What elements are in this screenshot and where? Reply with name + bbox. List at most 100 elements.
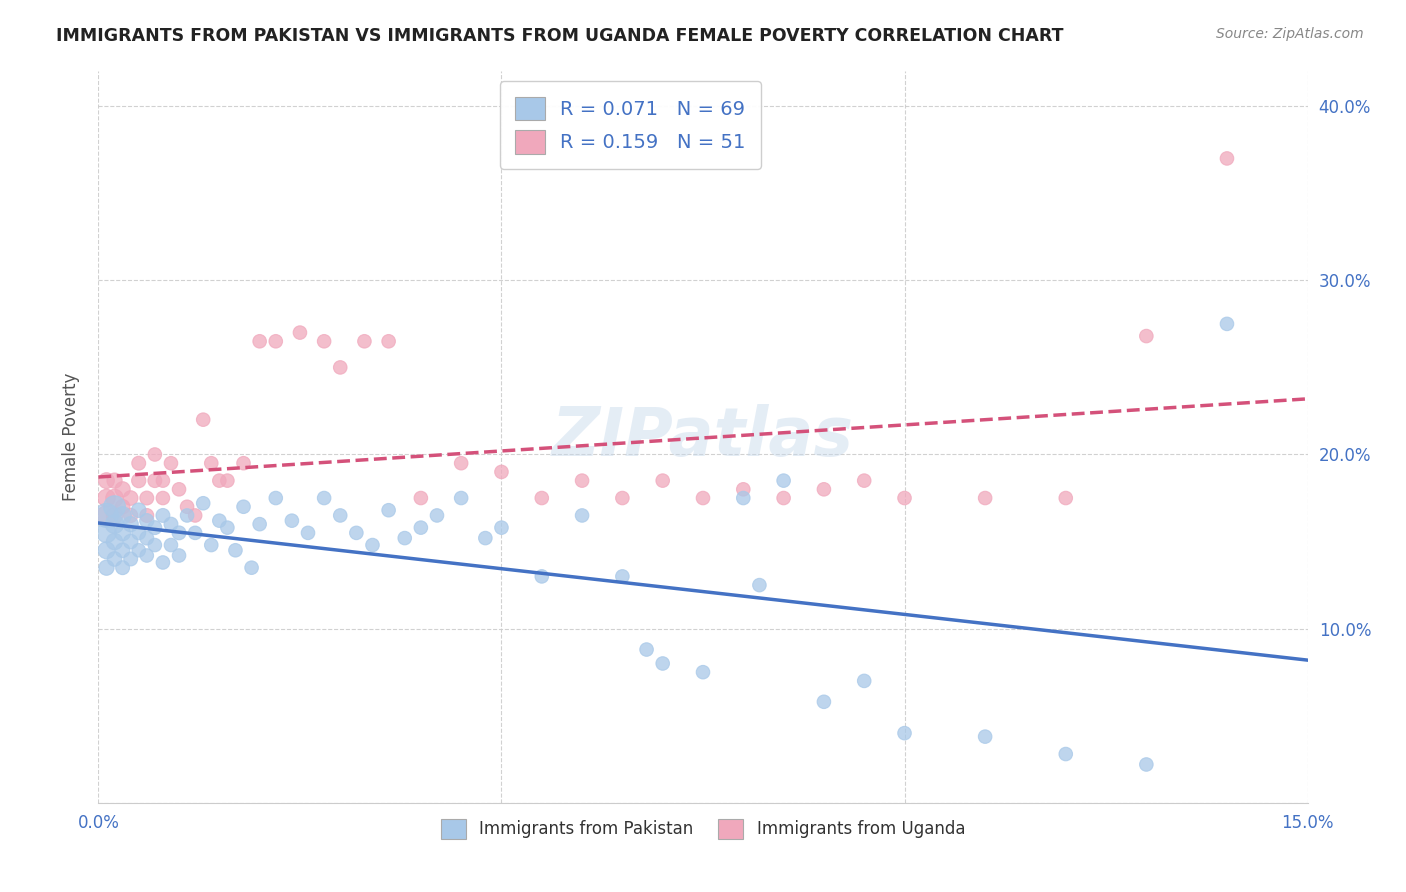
Point [160,456,183,470]
Point [143,448,166,462]
Point [974,730,997,744]
Point [893,726,915,740]
Point [96,508,118,523]
Point [120,517,142,532]
Point [853,474,876,488]
Point [120,534,142,549]
Point [120,508,142,523]
Point [111,483,134,497]
Point [103,534,125,549]
Point [103,517,125,532]
Point [103,552,125,566]
Point [297,525,319,540]
Point [208,474,231,488]
Point [692,665,714,680]
Text: ZIPatlas: ZIPatlas [553,404,853,470]
Point [450,456,472,470]
Point [120,491,142,505]
Point [111,525,134,540]
Point [353,334,375,349]
Point [200,538,222,552]
Point [264,491,287,505]
Point [361,538,384,552]
Point [344,525,367,540]
Point [748,578,770,592]
Y-axis label: Female Poverty: Female Poverty [62,373,80,501]
Point [176,500,198,514]
Point [103,491,125,505]
Point [813,483,835,497]
Point [249,517,271,532]
Point [111,508,134,523]
Point [733,491,755,505]
Point [651,474,673,488]
Point [733,483,755,497]
Point [232,500,254,514]
Point [329,360,352,375]
Point [167,483,190,497]
Point [772,491,794,505]
Point [111,560,134,574]
Point [224,543,246,558]
Point [571,508,593,523]
Point [193,496,215,510]
Point [103,508,125,523]
Point [111,500,134,514]
Point [96,525,118,540]
Point [772,474,794,488]
Point [128,543,150,558]
Point [1054,747,1077,761]
Point [571,474,593,488]
Point [96,560,118,574]
Point [377,503,399,517]
Point [96,491,118,505]
Text: Source: ZipAtlas.com: Source: ZipAtlas.com [1216,27,1364,41]
Point [232,456,254,470]
Point [450,491,472,505]
Point [314,334,336,349]
Point [135,531,157,545]
Point [394,531,416,545]
Point [184,508,207,523]
Point [612,491,634,505]
Point [853,673,876,688]
Point [135,508,157,523]
Point [1135,329,1157,343]
Point [491,465,513,479]
Point [152,491,174,505]
Point [264,334,287,349]
Point [184,525,207,540]
Point [135,514,157,528]
Point [152,556,174,570]
Point [143,521,166,535]
Point [1216,152,1239,166]
Point [160,538,183,552]
Point [152,508,174,523]
Point [135,549,157,563]
Point [636,642,658,657]
Point [692,491,714,505]
Point [96,543,118,558]
Point [120,552,142,566]
Point [530,569,553,583]
Point [893,491,915,505]
Point [167,525,190,540]
Point [217,474,239,488]
Point [160,517,183,532]
Point [974,491,997,505]
Point [491,521,513,535]
Point [103,474,125,488]
Point [200,456,222,470]
Point [135,491,157,505]
Point [1054,491,1077,505]
Text: IMMIGRANTS FROM PAKISTAN VS IMMIGRANTS FROM UGANDA FEMALE POVERTY CORRELATION CH: IMMIGRANTS FROM PAKISTAN VS IMMIGRANTS F… [56,27,1064,45]
Point [409,521,432,535]
Point [96,508,118,523]
Point [1135,757,1157,772]
Point [143,538,166,552]
Point [377,334,399,349]
Point [176,508,198,523]
Point [167,549,190,563]
Point [249,334,271,349]
Point [409,491,432,505]
